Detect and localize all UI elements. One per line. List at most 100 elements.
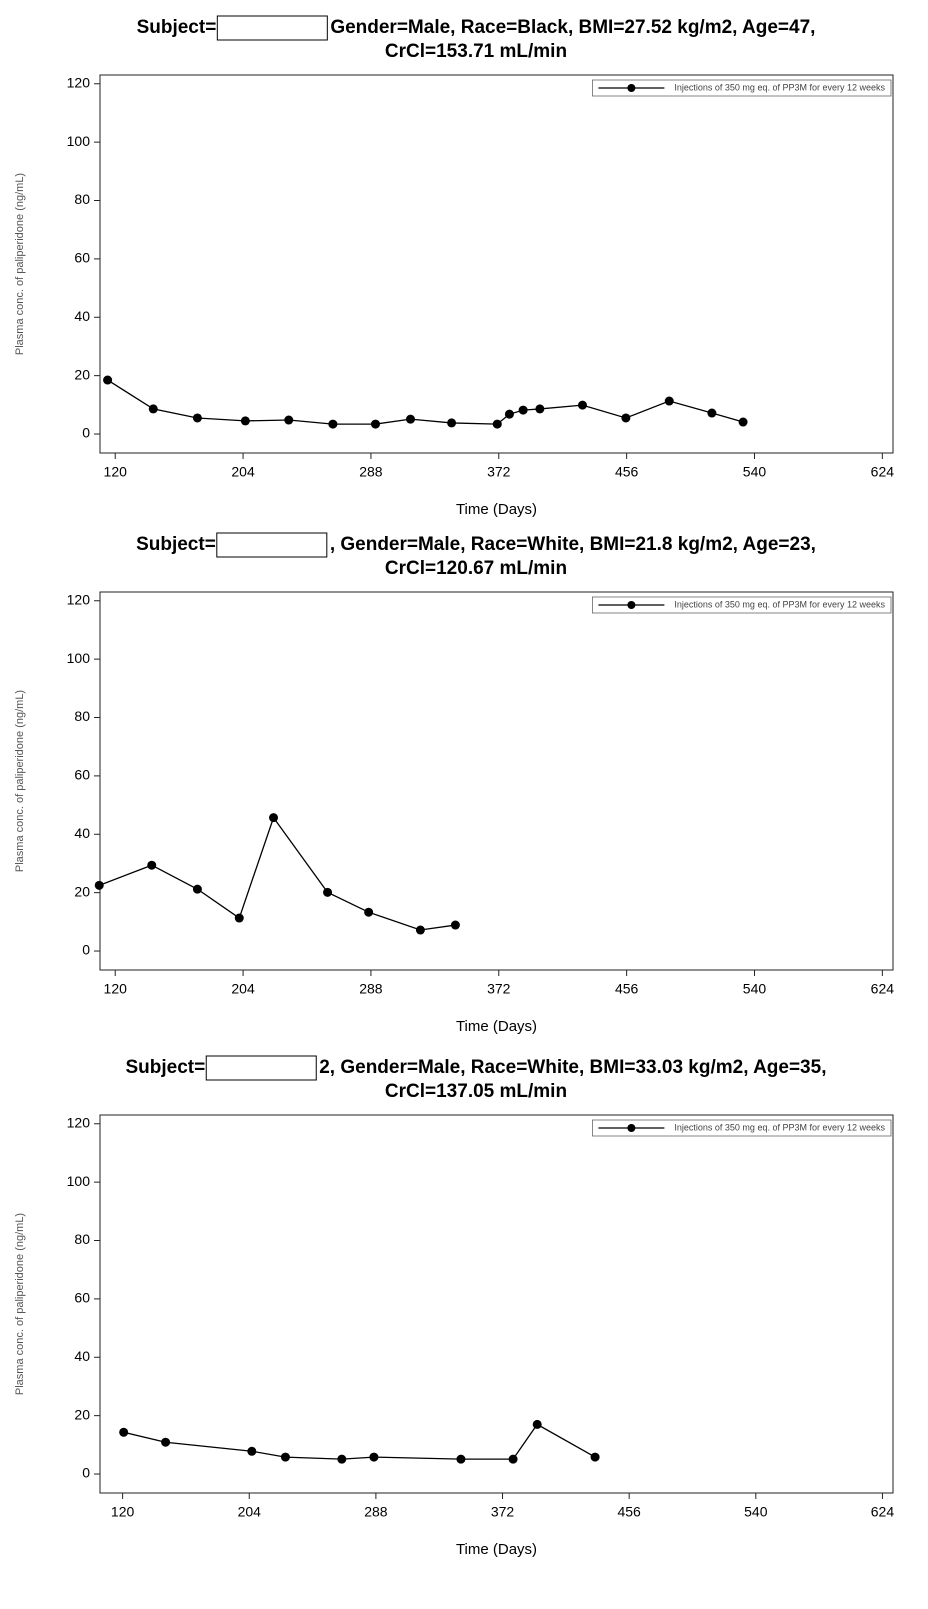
data-point [119,1427,129,1437]
y-tick-label: 80 [74,1231,90,1247]
x-tick-label: 624 [871,464,895,480]
data-point [447,418,457,428]
y-tick-label: 20 [74,366,90,382]
data-point [323,887,333,897]
legend-box [591,1119,892,1137]
x-tick-label: 456 [615,464,639,480]
data-point [364,907,374,917]
y-tick-label: 80 [74,191,90,207]
data-point [406,414,416,424]
data-point [577,400,587,410]
x-tick-label: 624 [871,1504,895,1520]
legend-label: Injections of 350 mg eq. of PP3M for eve… [674,82,885,92]
x-tick-label: 204 [238,1504,262,1520]
plot-frame [99,74,894,454]
y-tick-label: 100 [67,133,91,149]
data-point [103,375,113,385]
data-point [328,419,338,429]
x-tick-label: 372 [487,981,511,997]
legend-marker [627,601,636,609]
redaction-box [205,1055,317,1081]
x-tick-label: 540 [743,981,767,997]
data-point [532,1419,542,1429]
data-point [508,1454,518,1464]
data-point [450,920,460,930]
x-tick-label: 456 [617,1504,641,1520]
y-tick-label: 0 [82,942,90,958]
y-axis-label: Plasma conc. of paliperidone (ng/mL) [14,690,26,872]
subject-label: Subject= [136,534,216,555]
data-point [94,880,104,890]
legend-label: Injections of 350 mg eq. of PP3M for eve… [674,599,885,609]
x-tick-label: 120 [104,981,128,997]
x-tick-label: 120 [111,1504,135,1520]
y-axis-label: Plasma conc. of paliperidone (ng/mL) [14,1213,26,1395]
chart-title: Gender=Male, Race=Black, BMI=27.52 kg/m2… [330,17,815,38]
y-tick-label: 100 [67,650,91,666]
y-tick-label: 120 [67,591,91,607]
legend-marker [627,84,636,92]
y-tick-label: 60 [74,767,90,783]
plot-frame [99,591,894,971]
x-tick-label: 288 [364,1504,388,1520]
chart-subtitle: CrCl=153.71 mL/min [385,41,567,62]
chart: Subject= 2, Gender=Male, Race=White, BMI=… [14,1055,895,1558]
data-point [415,925,425,935]
x-tick-label: 288 [359,464,383,480]
subject-label: Subject= [126,1057,206,1078]
legend-box [591,596,892,614]
y-tick-label: 20 [74,883,90,899]
redaction-box [216,15,328,41]
chart-subtitle: CrCl=137.05 mL/min [385,1081,567,1102]
data-point [284,415,294,425]
y-tick-label: 0 [82,425,90,441]
data-point [192,413,202,423]
y-tick-label: 40 [74,308,90,324]
y-tick-label: 20 [74,1406,90,1422]
x-tick-label: 288 [359,981,383,997]
data-point [518,405,528,415]
y-tick-label: 0 [82,1465,90,1481]
x-tick-label: 540 [743,464,767,480]
y-tick-label: 80 [74,708,90,724]
x-tick-label: 624 [871,981,895,997]
line [123,1423,596,1460]
x-tick-label: 204 [231,464,255,480]
data-point [280,1452,290,1462]
x-tick-label: 120 [104,464,128,480]
data-point [707,408,717,418]
data-point [148,404,158,414]
data-point [240,416,250,426]
data-point [247,1446,257,1456]
legend-box [591,79,892,97]
chart-subtitle: CrCl=120.67 mL/min [385,558,567,579]
x-axis-label: Time (Days) [456,501,537,518]
data-point [370,419,380,429]
data-point [492,419,502,429]
y-tick-label: 60 [74,1290,90,1306]
redaction-box [216,532,328,558]
data-point [456,1454,466,1464]
y-tick-label: 120 [67,74,91,90]
x-tick-label: 456 [615,981,639,997]
x-tick-label: 204 [231,981,255,997]
data-point [535,404,545,414]
chart: Subject= Gender=Male, Race=Black, BMI=27.… [14,15,895,518]
data-point [738,417,748,427]
y-tick-label: 100 [67,1173,91,1189]
y-axis-label: Plasma conc. of paliperidone (ng/mL) [14,173,26,355]
data-point [504,409,514,419]
legend-marker [627,1124,636,1132]
subject-label: Subject= [137,17,217,38]
data-point [147,860,157,870]
chart-title: 2, Gender=Male, Race=White, BMI=33.03 kg… [319,1057,826,1078]
data-point [664,396,674,406]
data-point [234,913,244,923]
y-tick-label: 40 [74,1348,90,1364]
x-axis-label: Time (Days) [456,1018,537,1035]
plot-frame [99,1114,894,1494]
line [107,379,744,425]
data-point [192,884,202,894]
x-axis-label: Time (Days) [456,1541,537,1558]
